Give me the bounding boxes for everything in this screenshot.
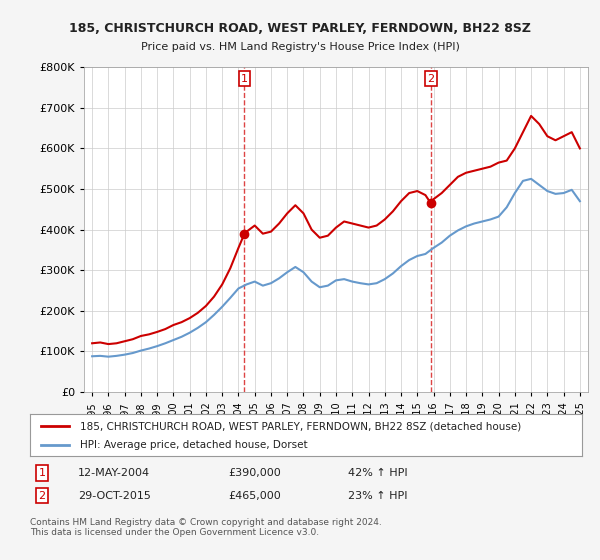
Text: 185, CHRISTCHURCH ROAD, WEST PARLEY, FERNDOWN, BH22 8SZ: 185, CHRISTCHURCH ROAD, WEST PARLEY, FER… [69,22,531,35]
Text: 12-MAY-2004: 12-MAY-2004 [78,468,150,478]
Text: 185, CHRISTCHURCH ROAD, WEST PARLEY, FERNDOWN, BH22 8SZ (detached house): 185, CHRISTCHURCH ROAD, WEST PARLEY, FER… [80,421,521,431]
Text: 2: 2 [38,491,46,501]
Text: Price paid vs. HM Land Registry's House Price Index (HPI): Price paid vs. HM Land Registry's House … [140,42,460,52]
Text: 42% ↑ HPI: 42% ↑ HPI [348,468,407,478]
Text: £390,000: £390,000 [228,468,281,478]
Text: 1: 1 [38,468,46,478]
Text: HPI: Average price, detached house, Dorset: HPI: Average price, detached house, Dors… [80,440,307,450]
Text: Contains HM Land Registry data © Crown copyright and database right 2024.
This d: Contains HM Land Registry data © Crown c… [30,518,382,538]
Text: 23% ↑ HPI: 23% ↑ HPI [348,491,407,501]
Text: 29-OCT-2015: 29-OCT-2015 [78,491,151,501]
Text: 1: 1 [241,74,248,83]
Text: £465,000: £465,000 [228,491,281,501]
Text: 2: 2 [427,74,434,83]
